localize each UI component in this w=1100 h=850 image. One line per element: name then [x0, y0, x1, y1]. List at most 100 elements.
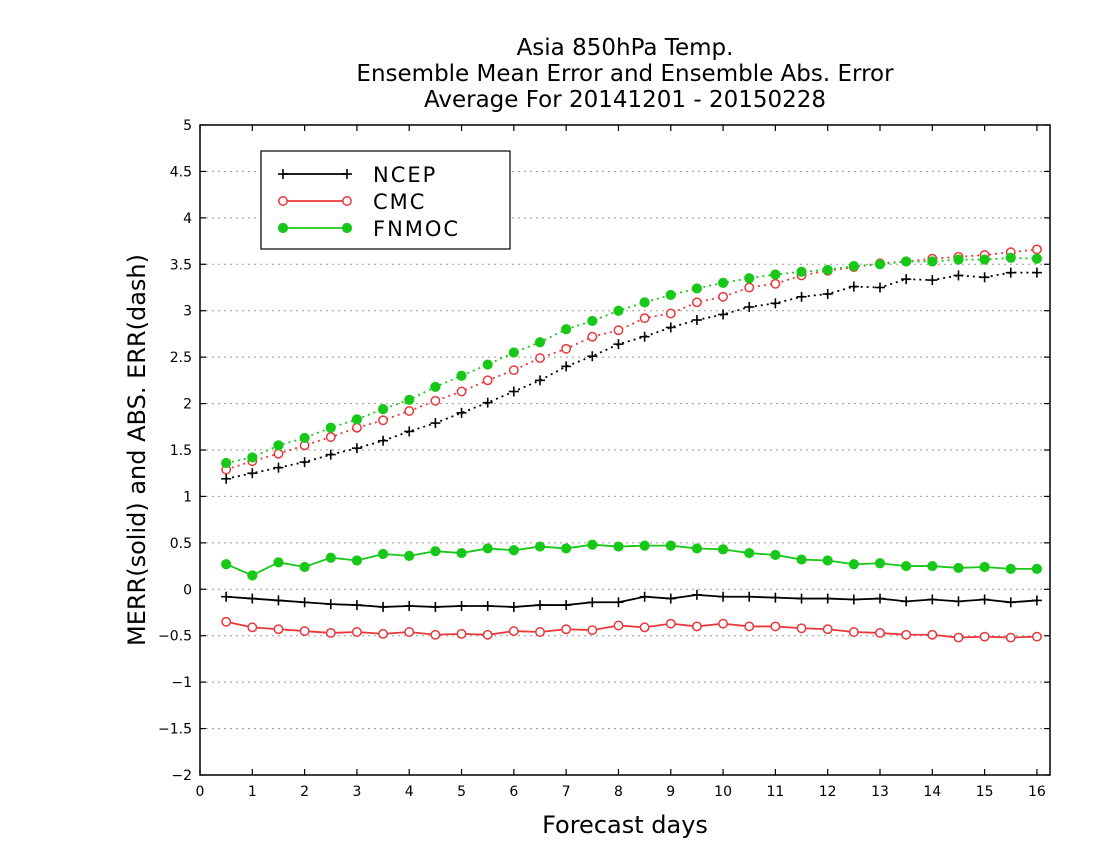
chart-date-range: Average For 20141201 - 20150228 [423, 87, 827, 113]
y-tick-label: −0.5 [158, 629, 192, 645]
ncep-mean-error-point [875, 593, 885, 604]
legend-marker-ncep [278, 169, 288, 179]
x-tick-label: 12 [819, 784, 837, 800]
fnmoc-abs-error-point [874, 259, 886, 270]
x-tick-label: 13 [871, 784, 889, 800]
cmc-abs-error-point [456, 386, 467, 397]
ncep-mean-error-point [325, 599, 336, 610]
legend: NCEP CMC FNMOC [260, 150, 511, 250]
fnmoc-abs-error-point [587, 315, 598, 327]
fnmoc-mean-error-point [796, 554, 807, 565]
fnmoc-abs-error-point [430, 381, 441, 392]
y-tick-label: 2 [183, 397, 192, 413]
fnmoc-abs-error-point [953, 254, 964, 265]
cmc-mean-error-point [1031, 631, 1042, 642]
fnmoc-mean-error-point [351, 555, 363, 566]
legend-label-cmc: CMC [373, 190, 426, 214]
cmc-mean-error-point [665, 618, 676, 629]
cmc-abs-error-point [404, 406, 415, 416]
ncep-abs-error-point [953, 270, 964, 281]
cmc-mean-error-point [273, 624, 284, 635]
cmc-mean-error-point [378, 628, 389, 639]
axis-ticks: 54.543.532.521.510.50−0.5−1−1.5−20 1 2 3 4 5 6… [158, 118, 1050, 800]
cmc-mean-error-point [691, 621, 702, 632]
fnmoc-mean-error-point [927, 560, 938, 572]
x-tick-label: 5 [457, 784, 466, 800]
x-tick-label: 9 [666, 784, 675, 800]
legend-label-fnmoc: FNMOC [373, 217, 460, 241]
cmc-mean-error-point [561, 624, 572, 635]
x-tick-label: 15 [976, 784, 994, 800]
y-tick-label: 4.5 [170, 164, 192, 180]
cmc-abs-error-point [613, 325, 624, 336]
cmc-abs-error-point [770, 278, 781, 289]
ncep-abs-error-point [351, 443, 362, 454]
y-tick-label: 1 [183, 489, 192, 505]
fnmoc-mean-error-point [377, 548, 389, 560]
fnmoc-abs-error-point [534, 337, 546, 348]
y-tick-label: −1.5 [158, 722, 192, 738]
cmc-mean-error-point [1005, 632, 1016, 643]
fnmoc-mean-error-point [456, 547, 467, 559]
ncep-abs-error-point [508, 386, 519, 397]
fnmoc-mean-error-point [822, 555, 833, 566]
ncep-mean-error-point [927, 594, 938, 605]
fnmoc-abs-error-point [1005, 252, 1016, 263]
x-tick-label: 3 [352, 784, 361, 800]
ncep-abs-error-point [639, 331, 650, 342]
fnmoc-abs-error-point [404, 394, 415, 405]
fnmoc-mean-error-point [221, 559, 232, 570]
cmc-abs-error-point [665, 308, 676, 319]
ncep-abs-error-point [744, 302, 755, 312]
cmc-mean-error-point [639, 622, 650, 633]
fnmoc-mean-error-point [247, 570, 258, 581]
y-tick-label: 0.5 [170, 536, 192, 552]
y-tick-label: 5 [183, 118, 192, 134]
ncep-mean-error-point [273, 595, 284, 606]
fnmoc-abs-error-point [691, 283, 703, 294]
fnmoc-mean-error-point [430, 546, 441, 557]
fnmoc-mean-error-point [404, 550, 415, 561]
fnmoc-abs-error-point [639, 297, 650, 308]
ncep-mean-error-point [535, 600, 545, 611]
cmc-abs-error-point [325, 432, 336, 442]
ncep-abs-error-point [325, 449, 336, 460]
fnmoc-mean-error-point [613, 541, 624, 552]
x-tick-label: 16 [1028, 784, 1046, 800]
y-tick-label: 0 [183, 582, 192, 598]
fnmoc-mean-error-point [665, 540, 676, 551]
ncep-mean-error-point [718, 591, 729, 602]
fnmoc-mean-error-point [901, 560, 912, 572]
ncep-mean-error-point [1031, 595, 1042, 606]
cmc-mean-error-point [953, 632, 964, 643]
ncep-mean-error-point [351, 600, 362, 611]
legend-marker-fnmoc [341, 222, 353, 234]
chart-title: Asia 850hPa Temp. [516, 35, 734, 61]
fnmoc-mean-error-line [225, 543, 1037, 577]
legend-label-ncep: NCEP [373, 163, 437, 187]
x-tick-label: 1 [248, 784, 257, 800]
cmc-mean-error-point [901, 629, 912, 640]
y-tick-label: 4 [183, 211, 192, 227]
cmc-mean-error-point [247, 622, 258, 633]
cmc-mean-error-point [979, 631, 990, 642]
ncep-mean-error-line [226, 593, 1037, 608]
ncep-mean-error-point [587, 597, 598, 608]
y-tick-label: −1 [171, 675, 192, 691]
ncep-mean-error-point [221, 591, 232, 602]
ncep-mean-error-point [508, 601, 519, 612]
series-cmc [221, 244, 1042, 643]
ncep-mean-error-point [953, 596, 964, 607]
cmc-mean-error-point [351, 627, 362, 637]
ncep-mean-error-point [430, 601, 441, 612]
ncep-abs-error-point [770, 298, 781, 309]
fnmoc-mean-error-point [587, 539, 598, 550]
fnmoc-mean-error-point [273, 557, 284, 568]
legend-marker-ncep [342, 169, 352, 179]
cmc-mean-error-point [796, 623, 807, 634]
fnmoc-abs-error-point [796, 266, 807, 277]
fnmoc-abs-error-point [822, 264, 833, 275]
fnmoc-mean-error-point [717, 544, 729, 555]
cmc-mean-error-point [325, 627, 336, 638]
